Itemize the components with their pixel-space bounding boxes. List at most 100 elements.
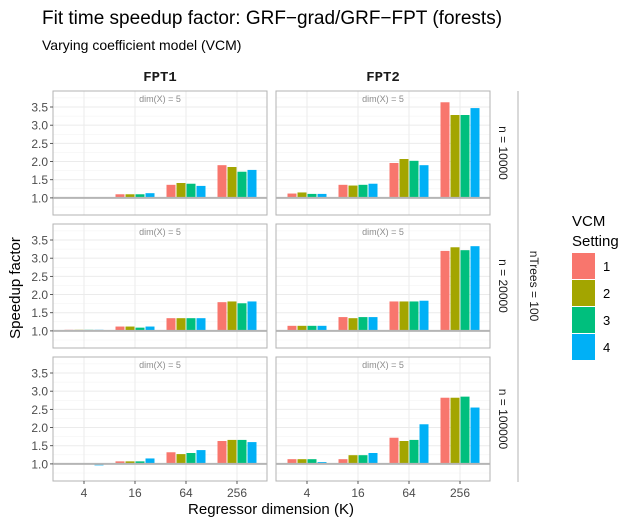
panel-border — [52, 356, 268, 482]
bar — [450, 397, 460, 464]
legend-title-line2: Setting — [572, 233, 619, 250]
bar — [186, 318, 196, 331]
bar — [145, 326, 155, 331]
bar — [217, 165, 227, 198]
bar — [450, 247, 460, 331]
legend-title-line1: VCM — [572, 213, 605, 230]
bar — [125, 194, 135, 198]
y-tick-label: 1.5 — [31, 439, 48, 453]
y-tick-label: 2.0 — [31, 421, 48, 435]
x-tick-label: 16 — [128, 486, 142, 500]
y-tick-label: 1.5 — [31, 306, 48, 320]
bar — [440, 102, 450, 198]
bar — [237, 171, 247, 198]
y-tick-label: 1.0 — [31, 191, 48, 205]
row-facet-label: n = 100000 — [496, 389, 510, 450]
bar — [176, 183, 186, 198]
bar — [419, 424, 429, 464]
bar — [389, 163, 399, 198]
bar — [145, 193, 155, 198]
bar — [166, 184, 176, 198]
bar — [470, 246, 480, 331]
panel-annotation: dim(X) = 5 — [139, 94, 181, 104]
bar — [307, 459, 317, 464]
bar — [247, 442, 257, 464]
y-axis-label: Speedup factor — [7, 237, 24, 339]
bar — [135, 461, 145, 464]
bar — [409, 160, 419, 198]
bar — [399, 441, 409, 464]
y-tick-label: 2.5 — [31, 270, 48, 284]
panel-annotation: dim(X) = 5 — [139, 360, 181, 370]
y-tick-label: 2.5 — [31, 403, 48, 417]
bar — [470, 108, 480, 198]
column-facet-label: FPT2 — [366, 70, 400, 86]
legend-key — [572, 334, 595, 360]
legend-label: 1 — [603, 259, 610, 274]
x-tick-label: 4 — [304, 486, 311, 500]
bar — [237, 303, 247, 331]
bar — [358, 184, 368, 198]
panel-border — [52, 90, 268, 216]
bar — [470, 407, 480, 464]
y-tick-label: 3.0 — [31, 119, 48, 133]
bar — [348, 455, 358, 464]
bar — [348, 185, 358, 198]
bar — [227, 439, 237, 464]
bar — [389, 437, 399, 464]
bar — [227, 167, 237, 198]
bar — [338, 184, 348, 198]
bar — [368, 453, 378, 464]
bar — [125, 326, 135, 331]
legend-label: 3 — [603, 313, 610, 328]
bar — [166, 452, 176, 464]
x-tick-label: 256 — [227, 486, 247, 500]
bar — [287, 459, 297, 464]
bar — [125, 461, 135, 464]
bar — [227, 301, 237, 331]
column-facet-label: FPT1 — [143, 70, 177, 86]
y-tick-label: 2.0 — [31, 288, 48, 302]
bar — [399, 159, 409, 198]
bar — [196, 450, 206, 464]
bar — [358, 455, 368, 464]
bar — [338, 459, 348, 464]
y-tick-label: 3.5 — [31, 367, 48, 381]
y-tick-label: 2.0 — [31, 155, 48, 169]
bar — [419, 165, 429, 198]
y-tick-label: 3.5 — [31, 234, 48, 248]
panel-border — [275, 90, 491, 216]
bar — [217, 302, 227, 331]
x-tick-label: 16 — [351, 486, 365, 500]
panel-annotation: dim(X) = 5 — [362, 360, 404, 370]
x-tick-label: 4 — [81, 486, 88, 500]
y-tick-label: 3.5 — [31, 101, 48, 115]
legend-key — [572, 280, 595, 306]
x-tick-label: 256 — [450, 486, 470, 500]
bar — [115, 461, 125, 464]
bar — [287, 325, 297, 331]
x-tick-label: 64 — [402, 486, 416, 500]
outer-row-facet-label: nTrees = 100 — [527, 251, 541, 322]
bar — [217, 441, 227, 464]
bar — [247, 169, 257, 198]
bar — [399, 301, 409, 331]
y-tick-label: 3.0 — [31, 252, 48, 266]
bar — [186, 183, 196, 198]
panel-annotation: dim(X) = 5 — [362, 94, 404, 104]
x-tick-label: 64 — [179, 486, 193, 500]
bar — [287, 193, 297, 198]
legend-key — [572, 307, 595, 333]
x-axis-label: Regressor dimension (K) — [188, 501, 354, 518]
legend-label: 4 — [603, 340, 610, 355]
chart-subtitle: Varying coefficient model (VCM) — [42, 37, 241, 53]
y-tick-label: 3.0 — [31, 385, 48, 399]
bar — [440, 397, 450, 464]
panel-border — [52, 223, 268, 349]
bar — [348, 318, 358, 331]
panel-border — [275, 223, 491, 349]
bar — [358, 317, 368, 331]
bar — [297, 459, 307, 464]
bar — [460, 396, 470, 464]
